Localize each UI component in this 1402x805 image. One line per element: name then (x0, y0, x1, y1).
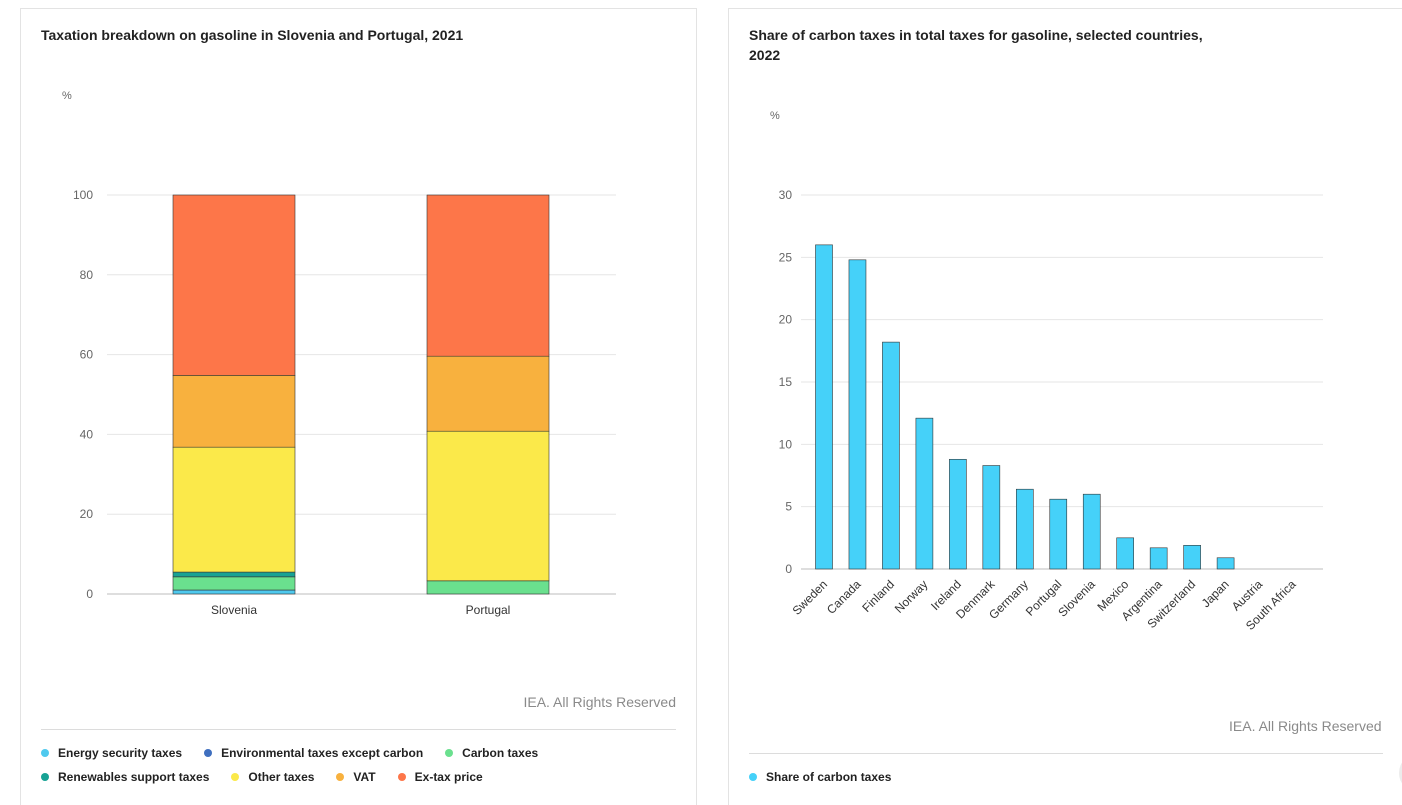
bar-segment-ex-tax-price (172, 194, 296, 376)
legend-item-environmental[interactable]: Environmental taxes except carbon (204, 746, 423, 760)
legend-item-ex-tax[interactable]: Ex-tax price (397, 770, 483, 784)
chart-panel-carbon-share: Share of carbon taxes in total taxes for… (728, 8, 1402, 805)
y-tick-label: 5 (785, 500, 792, 514)
credit-text: IEA. All Rights Reserved (523, 694, 676, 710)
y-tick-label: 30 (779, 188, 793, 202)
y-tick-label: 100 (73, 188, 93, 202)
bar-finland (882, 341, 900, 570)
legend-dot-icon (204, 749, 213, 757)
y-tick-label: 25 (779, 250, 793, 264)
legend-divider (41, 729, 676, 730)
bar-argentina (1149, 547, 1168, 570)
y-tick-label: 40 (80, 427, 94, 441)
y-tick-label: 10 (779, 437, 793, 451)
legend-label: Energy security taxes (58, 746, 183, 760)
scroll-badge[interactable] (1399, 753, 1402, 793)
legend-dot-icon (41, 773, 49, 781)
bar-japan (1216, 557, 1235, 570)
bar-chart: 051015202530SwedenCanadaFinlandNorwayIre… (779, 188, 1323, 633)
y-tick-label: 20 (779, 313, 793, 327)
bar-segment-other-taxes (172, 446, 296, 573)
bar-mexico (1116, 537, 1135, 570)
legend-label: Environmental taxes except carbon (221, 746, 424, 760)
x-tick-label: Slovenia (211, 603, 257, 617)
legend-dot-icon (397, 773, 406, 781)
credit-text: IEA. All Rights Reserved (1229, 718, 1382, 734)
legend-label: Renewables support taxes (58, 770, 210, 784)
x-tick-label: Slovenia (1055, 577, 1098, 620)
y-axis-unit: % (62, 90, 72, 102)
legend-dot-icon (41, 749, 49, 757)
bar-denmark (982, 465, 1001, 570)
y-tick-label: 15 (779, 375, 793, 389)
y-tick-label: 20 (80, 507, 94, 521)
bar-segment-other-taxes (426, 430, 550, 582)
x-tick-label: Norway (892, 577, 931, 616)
bar-portugal (1049, 498, 1068, 570)
chart-title: Taxation breakdown on gasoline in Sloven… (41, 27, 464, 43)
bar-segment-energy-security-taxes (172, 589, 296, 595)
bar-segment-vat (172, 375, 296, 448)
legend-label: VAT (353, 770, 376, 784)
bar-sweden (815, 244, 833, 570)
x-tick-label: Japan (1199, 577, 1232, 610)
x-tick-label: Portugal (466, 603, 511, 617)
legend-dot-icon (445, 749, 454, 757)
chart-panel-taxation-breakdown: Taxation breakdown on gasoline in Sloven… (20, 8, 697, 805)
bar-segment-carbon-taxes (172, 576, 296, 591)
legend-dot-icon (231, 773, 240, 781)
y-tick-label: 80 (80, 268, 94, 282)
legend-item-renewables[interactable]: Renewables support taxes (41, 770, 209, 784)
x-tick-label: Sweden (790, 577, 831, 618)
chart-title: Share of carbon taxes in total taxes for… (749, 27, 1203, 63)
legend-item-vat[interactable]: VAT (336, 770, 376, 784)
legend-item-other[interactable]: Other taxes (231, 770, 314, 784)
y-tick-label: 0 (785, 562, 792, 576)
bar-segment-ex-tax-price (426, 194, 550, 357)
legend-label: Carbon taxes (462, 746, 539, 760)
legend-item-share-carbon[interactable]: Share of carbon taxes (749, 770, 891, 784)
bar-ireland (949, 458, 967, 570)
bar-canada (848, 259, 867, 570)
stacked-bar-chart: 0 20 40 60 80 100 Slovenia Portugal (73, 188, 616, 617)
legend-item-carbon[interactable]: Carbon taxes (445, 746, 538, 760)
legend-divider (749, 753, 1383, 754)
legend-item-energy-security[interactable]: Energy security taxes (41, 746, 182, 760)
bar-segment-carbon-taxes (426, 580, 550, 595)
x-tick-label: Finland (859, 577, 897, 615)
bar-slovenia (1082, 493, 1101, 570)
y-tick-label: 60 (80, 348, 94, 362)
legend-label: Ex-tax price (414, 770, 483, 784)
y-axis-unit: % (770, 110, 780, 122)
legend: Energy security taxes Environmental taxe… (41, 741, 560, 789)
bar-germany (1015, 488, 1034, 570)
legend-label: Share of carbon taxes (766, 770, 892, 784)
bar-switzerland (1183, 545, 1201, 570)
x-tick-label: Canada (824, 577, 864, 617)
bar-segment-renewables-support-taxes (172, 571, 296, 578)
legend: Share of carbon taxes (749, 765, 913, 789)
legend-label: Other taxes (248, 770, 315, 784)
legend-dot-icon (336, 773, 345, 781)
y-tick-label: 0 (86, 587, 93, 601)
legend-dot-icon (749, 773, 757, 781)
bar-segment-vat (426, 355, 550, 432)
bar-norway (915, 417, 934, 570)
